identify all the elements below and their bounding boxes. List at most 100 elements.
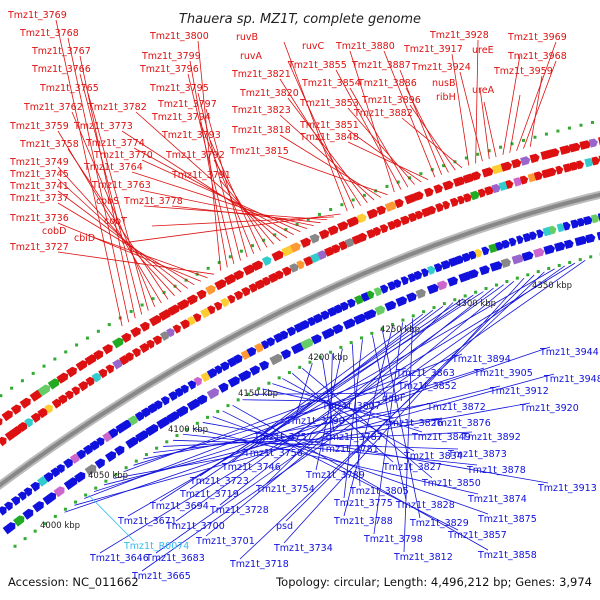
reverse-gene-label: Tmz1t_3754 [255,484,315,495]
forward-gene-label: cobS [96,196,119,207]
reverse-gene-arrow [374,305,386,316]
leader-line [88,494,135,542]
reverse-gene-arrow [53,486,65,498]
forward-gene-arrow [85,376,95,387]
reverse-gene-label: Tmz1t_3892 [461,432,521,443]
reverse-gene-arrow [597,213,600,222]
reverse-gene-arrow [249,365,260,376]
gc-marker [411,314,415,318]
forward-gene-arrow [579,140,591,150]
leader-line [287,97,368,204]
gc-marker [155,446,159,450]
reverse-gene-arrow [548,225,557,235]
leader-line [99,262,576,554]
forward-gene-label: Tmz1t_3853 [299,98,359,109]
leader-line [87,92,149,311]
forward-gene-arrow [139,343,150,354]
forward-gene-arrow [529,153,540,164]
reverse-gene-arrow [447,276,458,287]
reverse-gene-label: Tmz1t_3913 [537,483,597,494]
gc-marker [85,336,89,340]
leader-line [292,373,394,463]
forward-gene-arrow [555,165,564,175]
leader-line [343,339,363,499]
reverse-gene-label: Tmz1t_3723 [189,476,249,487]
reverse-gene-label: Tmz1t_3876 [431,418,491,429]
gc-marker [134,459,138,463]
leader-line [335,69,402,190]
gc-marker [216,409,220,413]
gc-marker [370,331,374,335]
reverse-gene-label: Tmz1t_3826 [383,418,443,429]
forward-gene-arrow [549,148,560,158]
forward-gene-label: Tmz1t_3773 [73,121,133,132]
reverse-gene-arrow [30,481,40,492]
gc-marker [298,365,302,369]
forward-gene-arrow [513,177,523,187]
forward-gene-label: Tmz1t_3823 [231,105,291,116]
forward-gene-arrow [1,410,13,422]
forward-gene-arrow [186,294,198,306]
reverse-gene-arrow [50,467,60,478]
forward-gene-arrow [91,372,101,383]
reverse-gene-label: Tmz1t_3920 [519,403,579,414]
forward-gene-arrow [310,253,321,264]
reverse-gene-arrow [590,214,600,224]
leader-line [279,134,382,198]
reverse-gene-label: Tmz1t_3718 [229,559,289,570]
forward-gene-arrow [146,339,155,349]
reverse-gene-arrow [10,496,20,506]
forward-gene-arrow [442,200,451,210]
forward-gene-arrow [511,158,522,169]
reverse-gene-arrow [76,449,86,460]
gc-marker [63,507,67,511]
reverse-gene-label: Tmz1t_3665 [131,571,191,582]
reverse-gene-arrow [415,288,426,299]
leader-line [182,433,478,466]
forward-gene-arrow [78,381,88,392]
forward-gene-label: Tmz1t_3736 [9,213,69,224]
reverse-gene-label: Tmz1t_3812 [393,552,453,563]
forward-gene-label: Tmz1t_3886 [357,78,417,89]
leader-line [79,55,136,319]
reverse-gene-arrow [342,318,356,330]
forward-gene-arrow [233,290,243,301]
reverse-gene-arrow [310,334,322,345]
reverse-gene-label: Tmz1t_3790 [285,416,345,427]
leader-line [127,268,555,517]
forward-gene-label: cobD [42,226,66,237]
forward-gene-arrow [205,284,216,295]
reverse-gene-arrow [135,430,149,443]
forward-gene-arrow [261,256,272,266]
forward-gene-label: Tmz1t_3821 [231,69,291,80]
forward-gene-arrow [159,331,170,341]
reverse-gene-label: Tmz1t_3646 [89,553,149,564]
gc-marker [277,376,281,380]
reverse-gene-label: Tmz1t_3788 [333,516,393,527]
leader-line [383,50,436,178]
reverse-gene-arrow [461,252,471,263]
gc-marker [284,228,288,232]
gc-marker [226,404,230,408]
forward-gene-arrow [337,221,349,232]
forward-gene-arrow [318,229,330,240]
leader-line [516,41,557,151]
gc-marker [432,306,436,310]
gc-marker [162,290,166,294]
gc-marker [31,371,35,375]
leader-line [121,213,341,244]
gc-marker [544,132,548,136]
gc-marker [579,123,583,127]
leader-line [197,92,241,261]
reverse-gene-arrow [246,347,257,357]
forward-gene-arrow [331,244,341,254]
reverse-gene-label: Tmz1t_3787 [323,432,383,443]
forward-gene-arrow [64,390,74,400]
gc-marker [442,302,446,306]
gc-marker [74,500,78,504]
reverse-gene-label: psd [276,521,293,532]
gc-marker [396,180,400,184]
reverse-gene-arrow [479,265,490,276]
leader-line [121,130,288,239]
reverse-gene-arrow [291,342,305,355]
